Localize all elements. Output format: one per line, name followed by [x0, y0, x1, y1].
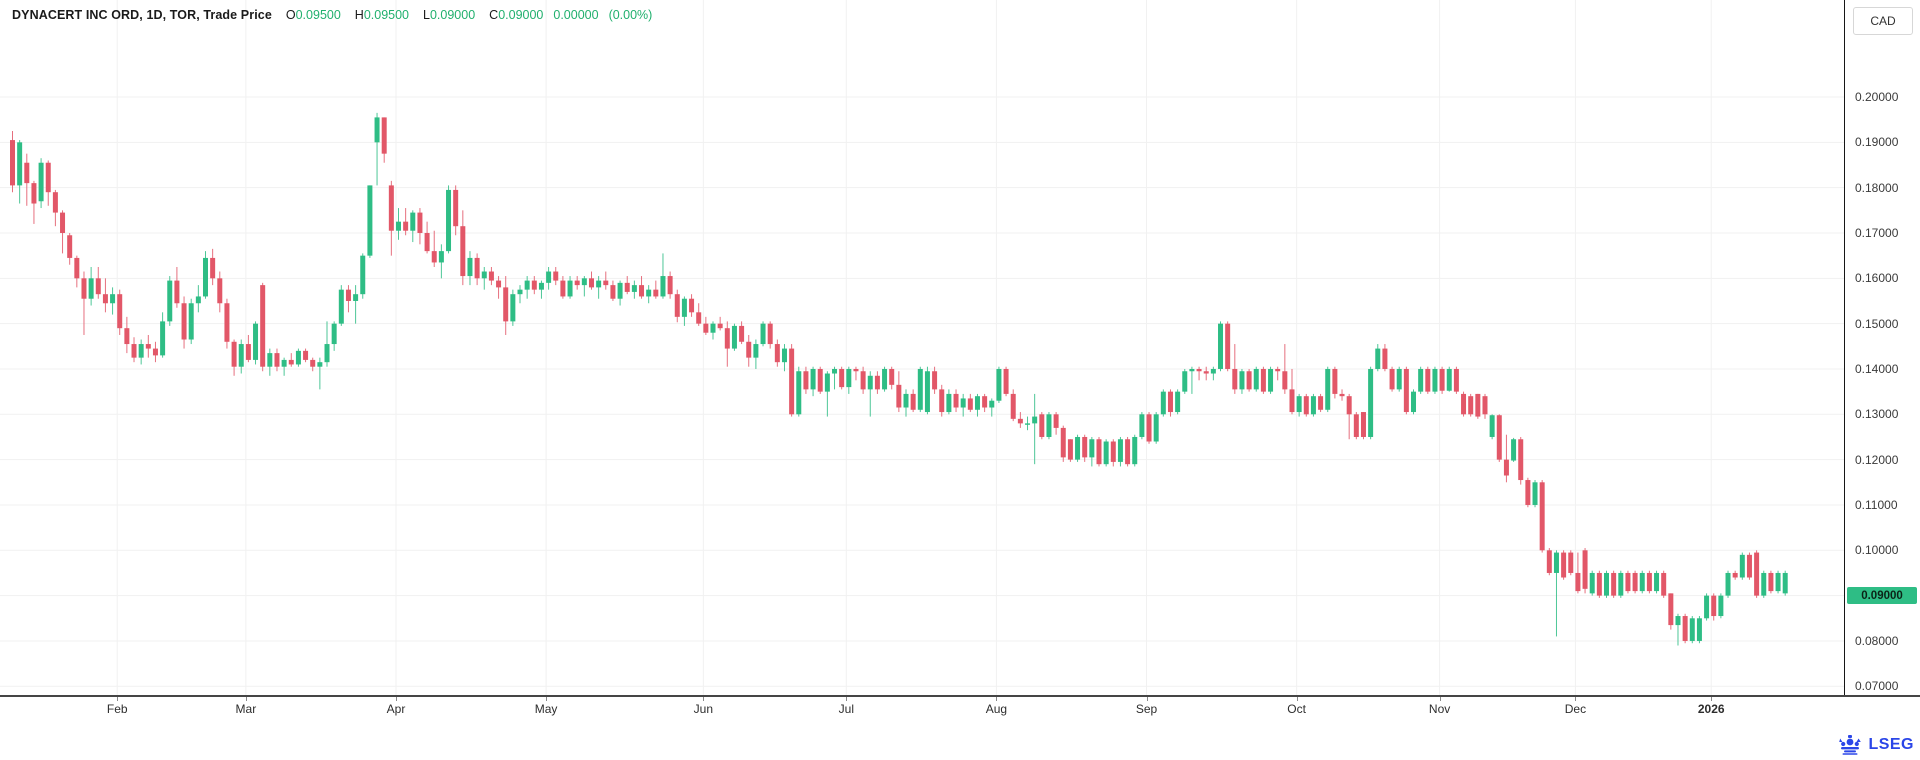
- time-axis-tick: [996, 697, 998, 701]
- price-tick-label: 0.18000: [1855, 180, 1899, 195]
- price-tick-label: 0.19000: [1855, 135, 1899, 150]
- time-axis-label: Apr: [386, 702, 406, 716]
- currency-button[interactable]: CAD: [1853, 7, 1913, 35]
- candlestick-chart[interactable]: [0, 0, 1844, 696]
- instrument-title: DYNACERT INC ORD, 1D, TOR, Trade Price: [12, 8, 272, 22]
- ohlc-low: L0.09000: [423, 8, 476, 22]
- time-axis-tick: [1146, 697, 1148, 701]
- time-axis-tick: [395, 697, 397, 701]
- time-axis-label: 2026: [1697, 702, 1725, 716]
- time-axis-label: Aug: [985, 702, 1008, 716]
- time-axis-tick: [703, 697, 705, 701]
- price-axis[interactable]: CAD 0.09000 0.20000 0.19000 0.18000 0.17000…: [1844, 0, 1920, 695]
- price-chart-area[interactable]: [0, 0, 1844, 696]
- price-tick-label: 0.17000: [1855, 225, 1899, 240]
- price-tick-label: 0.07000: [1855, 679, 1899, 694]
- price-tick-label: 0.11000: [1855, 497, 1898, 512]
- time-axis-tick: [546, 697, 548, 701]
- time-axis-label: Mar: [235, 702, 257, 716]
- time-axis-tick: [1439, 697, 1441, 701]
- price-tick-label: 0.14000: [1855, 361, 1899, 376]
- last-price-badge: 0.09000: [1847, 587, 1917, 605]
- price-tick-label: 0.13000: [1855, 407, 1899, 422]
- ohlc-close: C0.09000: [489, 8, 544, 22]
- time-axis-tick: [1575, 697, 1577, 701]
- time-axis-tick: [117, 697, 119, 701]
- price-tick-label: 0.20000: [1855, 90, 1899, 104]
- chart-legend: DYNACERT INC ORD, 1D, TOR, Trade Price O0…: [12, 8, 652, 22]
- time-axis[interactable]: Feb Mar Apr May Jun Jul Aug Sep Oct Nov Dec 2026: [0, 697, 1844, 723]
- price-tick-label: 0.15000: [1855, 316, 1899, 331]
- time-axis-label: Nov: [1428, 702, 1451, 716]
- percent-change: (0.00%): [608, 8, 653, 22]
- price-tick-label: 0.10000: [1855, 543, 1899, 558]
- time-axis-label: May: [534, 702, 558, 716]
- price-tick-label: 0.16000: [1855, 271, 1899, 286]
- time-axis-label: Jun: [693, 702, 714, 716]
- price-tick-label: 0.08000: [1855, 633, 1899, 648]
- time-axis-label: Sep: [1135, 702, 1158, 716]
- time-axis-line: [0, 695, 1920, 697]
- time-axis-label: Dec: [1564, 702, 1587, 716]
- lseg-logo-text: LSEG: [1868, 736, 1914, 753]
- time-axis-label: Feb: [106, 702, 128, 716]
- time-axis-tick: [1296, 697, 1298, 701]
- time-axis-tick: [245, 697, 247, 701]
- lseg-branding: LSEG: [1837, 734, 1914, 756]
- net-change: 0.00000: [553, 8, 599, 22]
- ohlc-open: O0.09500: [285, 8, 341, 22]
- ohlc-high: H0.09500: [354, 8, 410, 22]
- time-axis-tick: [1711, 697, 1713, 701]
- time-axis-label: Oct: [1287, 702, 1306, 716]
- time-axis-label: Jul: [838, 702, 854, 716]
- price-tick-label: 0.12000: [1855, 452, 1899, 467]
- lseg-crest-icon: [1839, 735, 1862, 755]
- time-axis-tick: [846, 697, 848, 701]
